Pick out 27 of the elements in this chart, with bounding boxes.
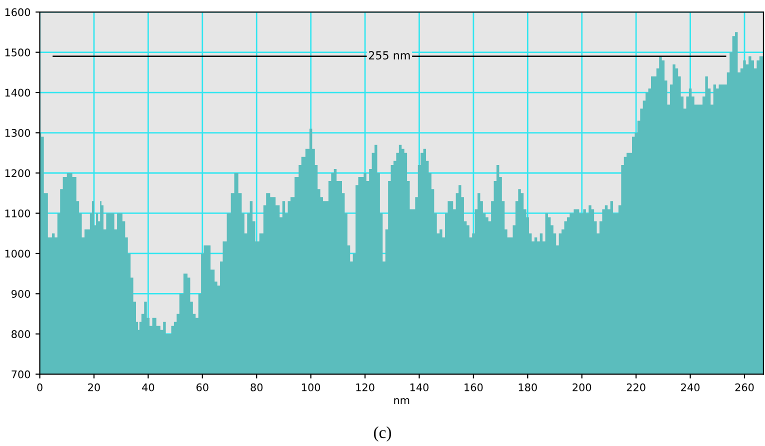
y-tick-label: 800 bbox=[12, 330, 30, 338]
x-tick-label: 40 bbox=[142, 383, 154, 392]
y-tick-label: 1500 bbox=[5, 48, 30, 56]
y-tick-label: 700 bbox=[12, 370, 30, 378]
text: (c) bbox=[374, 426, 392, 442]
x-tick-label: 120 bbox=[356, 383, 374, 392]
x-tick-label: 200 bbox=[572, 383, 592, 392]
x-tick-label: 180 bbox=[518, 383, 537, 392]
x-tick-label: 100 bbox=[302, 383, 320, 392]
x-tick-label: 140 bbox=[410, 383, 428, 392]
y-tick-label: 900 bbox=[12, 290, 30, 298]
x-tick-label: 80 bbox=[250, 383, 263, 392]
y-tick-label: 1600 bbox=[5, 8, 30, 16]
x-tick-label: 20 bbox=[88, 383, 100, 392]
x-axis-title: nm bbox=[394, 398, 410, 404]
y-tick-label: 1400 bbox=[5, 88, 30, 97]
y-tick-label: 1000 bbox=[5, 250, 30, 258]
x-tick-label: 0 bbox=[37, 383, 42, 392]
x-tick-label: 160 bbox=[464, 383, 483, 392]
y-tick-label: 1100 bbox=[5, 209, 30, 218]
x-tick-label: 260 bbox=[735, 383, 754, 392]
series-label: 255 nm bbox=[368, 51, 410, 60]
x-tick-label: 220 bbox=[626, 383, 646, 392]
x-tick-label: 240 bbox=[681, 383, 700, 392]
y-tick-label: 1200 bbox=[5, 169, 30, 178]
x-tick-label: 60 bbox=[196, 383, 208, 392]
y-tick-label: 1300 bbox=[5, 128, 30, 137]
